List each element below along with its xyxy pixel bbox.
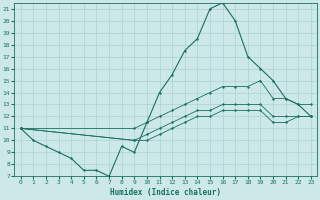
X-axis label: Humidex (Indice chaleur): Humidex (Indice chaleur) (110, 188, 221, 197)
